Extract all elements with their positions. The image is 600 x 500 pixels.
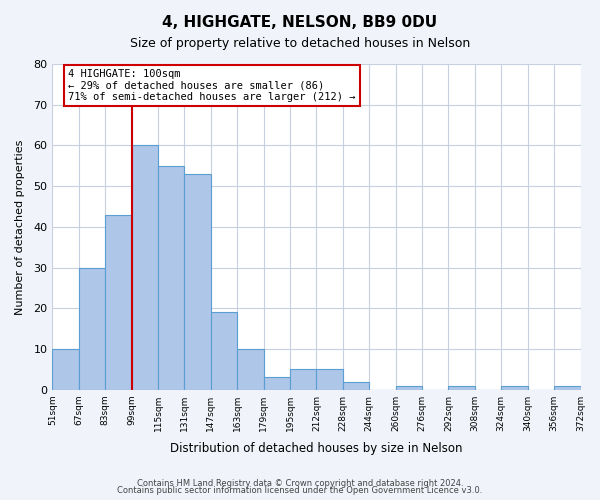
Bar — [79, 268, 105, 390]
Bar — [52, 349, 79, 390]
Bar — [105, 214, 131, 390]
Bar — [237, 349, 263, 390]
Bar — [395, 386, 422, 390]
Y-axis label: Number of detached properties: Number of detached properties — [15, 139, 25, 314]
X-axis label: Distribution of detached houses by size in Nelson: Distribution of detached houses by size … — [170, 442, 463, 455]
Bar — [316, 370, 343, 390]
Bar — [554, 386, 581, 390]
Bar — [131, 146, 158, 390]
Text: Size of property relative to detached houses in Nelson: Size of property relative to detached ho… — [130, 38, 470, 51]
Text: Contains HM Land Registry data © Crown copyright and database right 2024.: Contains HM Land Registry data © Crown c… — [137, 478, 463, 488]
Bar — [158, 166, 184, 390]
Bar — [343, 382, 369, 390]
Bar — [211, 312, 237, 390]
Bar — [263, 378, 290, 390]
Text: 4 HIGHGATE: 100sqm
← 29% of detached houses are smaller (86)
71% of semi-detache: 4 HIGHGATE: 100sqm ← 29% of detached hou… — [68, 69, 356, 102]
Bar — [184, 174, 211, 390]
Bar — [501, 386, 527, 390]
Text: Contains public sector information licensed under the Open Government Licence v3: Contains public sector information licen… — [118, 486, 482, 495]
Bar — [448, 386, 475, 390]
Text: 4, HIGHGATE, NELSON, BB9 0DU: 4, HIGHGATE, NELSON, BB9 0DU — [163, 15, 437, 30]
Bar — [290, 370, 316, 390]
